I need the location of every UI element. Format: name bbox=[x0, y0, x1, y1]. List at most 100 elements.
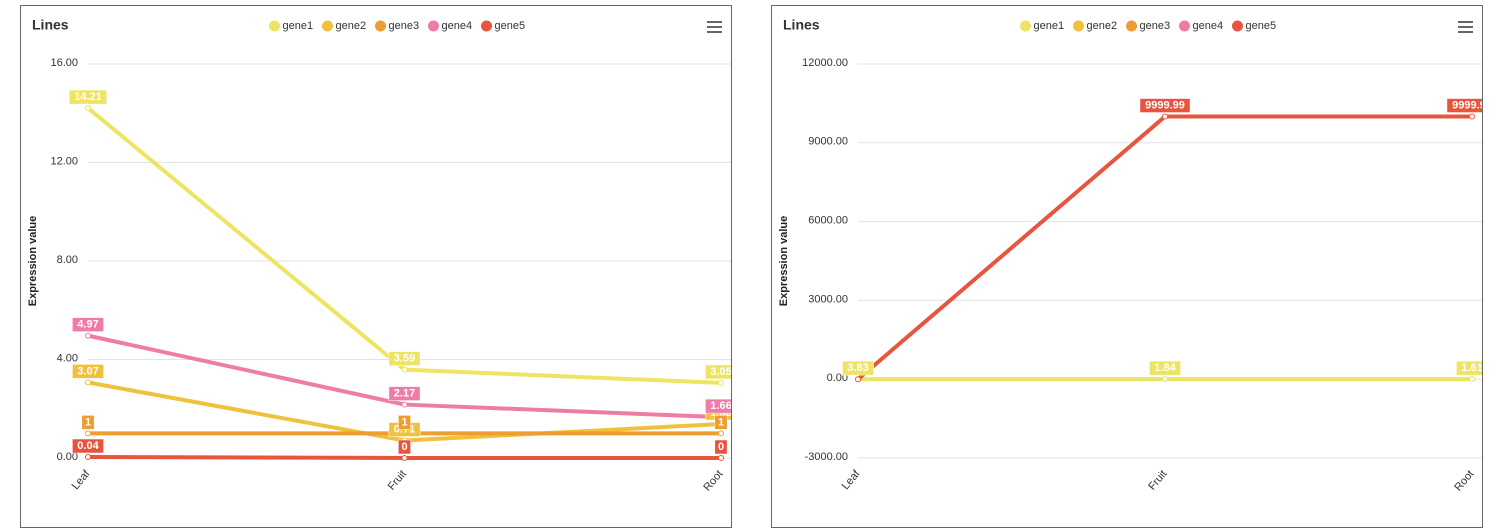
menu-icon-bar[interactable] bbox=[707, 21, 722, 23]
chart-title: Lines bbox=[32, 17, 69, 33]
y-axis-label: Expression value bbox=[778, 216, 790, 307]
legend-marker bbox=[322, 20, 333, 32]
y-tick-label: 16.00 bbox=[50, 57, 78, 69]
legend-label: gene4 bbox=[442, 20, 473, 32]
data-label: 2.17 bbox=[394, 387, 415, 399]
data-label: 4.97 bbox=[77, 319, 98, 331]
y-tick-label: -3000.00 bbox=[805, 451, 848, 463]
legend-label: gene2 bbox=[336, 20, 367, 32]
data-label: 0 bbox=[401, 441, 407, 453]
y-tick-label: 12.00 bbox=[50, 155, 78, 167]
point bbox=[718, 430, 724, 437]
y-tick-label: 8.00 bbox=[57, 254, 78, 266]
data-label-bg bbox=[705, 364, 731, 380]
data-label-bg bbox=[81, 415, 95, 430]
data-label-bg bbox=[388, 351, 421, 366]
point bbox=[718, 455, 724, 461]
point bbox=[1162, 113, 1168, 120]
chart-panel: Lines gene1 gene2 gene3 gene4 gene5 Expression… bbox=[771, 5, 1483, 528]
point bbox=[855, 376, 861, 383]
data-label-bg bbox=[388, 386, 421, 401]
legend-label: gene5 bbox=[495, 20, 526, 32]
data-label-bg bbox=[714, 415, 728, 430]
y-tick-label: 3000.00 bbox=[808, 293, 848, 305]
series-line bbox=[86, 106, 722, 385]
data-label: 1 bbox=[85, 416, 91, 428]
data-label-bg bbox=[1149, 360, 1181, 376]
x-tick-label: Fruit bbox=[1146, 468, 1169, 493]
legend-label: gene1 bbox=[283, 20, 314, 32]
x-tick-label: Root bbox=[701, 468, 725, 494]
legend-label: gene2 bbox=[1087, 20, 1118, 32]
point bbox=[85, 379, 91, 386]
legend-marker bbox=[375, 20, 386, 32]
data-label-bg bbox=[398, 439, 411, 455]
chart-title: Lines bbox=[783, 17, 820, 33]
legend-label: gene3 bbox=[1140, 20, 1171, 32]
point bbox=[1469, 113, 1475, 120]
data-label-bg bbox=[714, 439, 728, 455]
y-tick-label: 12000.00 bbox=[802, 57, 848, 69]
legend-marker bbox=[1179, 20, 1190, 32]
data-label: 1.66 bbox=[710, 400, 731, 412]
data-label-bg bbox=[72, 438, 104, 454]
data-label: 9999.99 bbox=[1145, 99, 1185, 111]
data-label: 3.59 bbox=[394, 353, 415, 365]
data-label: 1 bbox=[401, 416, 407, 428]
data-label: 3.07 bbox=[77, 365, 98, 377]
x-tick-label: Leaf bbox=[70, 467, 94, 492]
data-label-bg bbox=[72, 364, 104, 379]
series-line bbox=[856, 114, 1472, 381]
data-label-bg bbox=[705, 398, 731, 414]
point bbox=[1469, 376, 1475, 383]
point bbox=[401, 401, 408, 408]
y-tick-label: 9000.00 bbox=[808, 136, 848, 148]
data-label-bg bbox=[72, 317, 104, 332]
point bbox=[401, 366, 408, 373]
y-axis-label: Expression value bbox=[27, 216, 39, 307]
point bbox=[1162, 376, 1168, 383]
x-tick-label: Fruit bbox=[386, 468, 409, 493]
legend-marker bbox=[269, 20, 280, 32]
data-label: 1.84 bbox=[1154, 362, 1176, 374]
x-tick-label: Leaf bbox=[840, 467, 864, 492]
data-label: 14.21 bbox=[74, 91, 102, 103]
data-label: 1.61 bbox=[1461, 362, 1482, 374]
legend-marker bbox=[1073, 20, 1084, 32]
point bbox=[85, 332, 91, 339]
point bbox=[85, 454, 91, 461]
data-label-bg bbox=[1456, 360, 1482, 376]
data-label-bg bbox=[398, 415, 411, 430]
y-tick-label: 4.00 bbox=[57, 352, 78, 364]
chart: Lines gene1 gene2 gene3 gene4 gene5 Expression… bbox=[27, 17, 731, 494]
menu-icon-bar[interactable] bbox=[1458, 26, 1473, 28]
data-label: 0 bbox=[718, 441, 724, 453]
point bbox=[85, 430, 91, 437]
legend-marker bbox=[1126, 20, 1137, 32]
data-label: 3.83 bbox=[847, 362, 868, 374]
legend-marker bbox=[1020, 20, 1031, 32]
data-label-bg bbox=[842, 360, 874, 376]
point bbox=[401, 455, 408, 461]
legend-label: gene4 bbox=[1193, 20, 1224, 32]
y-tick-label: 6000.00 bbox=[808, 215, 848, 227]
legend-marker bbox=[481, 20, 492, 32]
menu-icon-bar[interactable] bbox=[1458, 21, 1473, 23]
data-label: 1 bbox=[718, 416, 724, 428]
y-tick-label: 0.00 bbox=[57, 451, 78, 463]
point bbox=[718, 379, 724, 386]
point bbox=[85, 105, 91, 112]
data-label-bg bbox=[1139, 98, 1191, 113]
data-label: 0.04 bbox=[77, 440, 99, 452]
legend-label: gene3 bbox=[389, 20, 420, 32]
menu-icon-bar[interactable] bbox=[1458, 31, 1473, 33]
legend-label: gene5 bbox=[1246, 20, 1277, 32]
menu-icon-bar[interactable] bbox=[707, 31, 722, 33]
x-tick-label: Root bbox=[1452, 468, 1476, 494]
data-label-bg bbox=[1446, 98, 1482, 113]
data-label: 9999.99 bbox=[1452, 99, 1482, 111]
legend-marker bbox=[428, 20, 439, 32]
data-label-bg bbox=[69, 89, 107, 105]
menu-icon-bar[interactable] bbox=[707, 26, 722, 28]
